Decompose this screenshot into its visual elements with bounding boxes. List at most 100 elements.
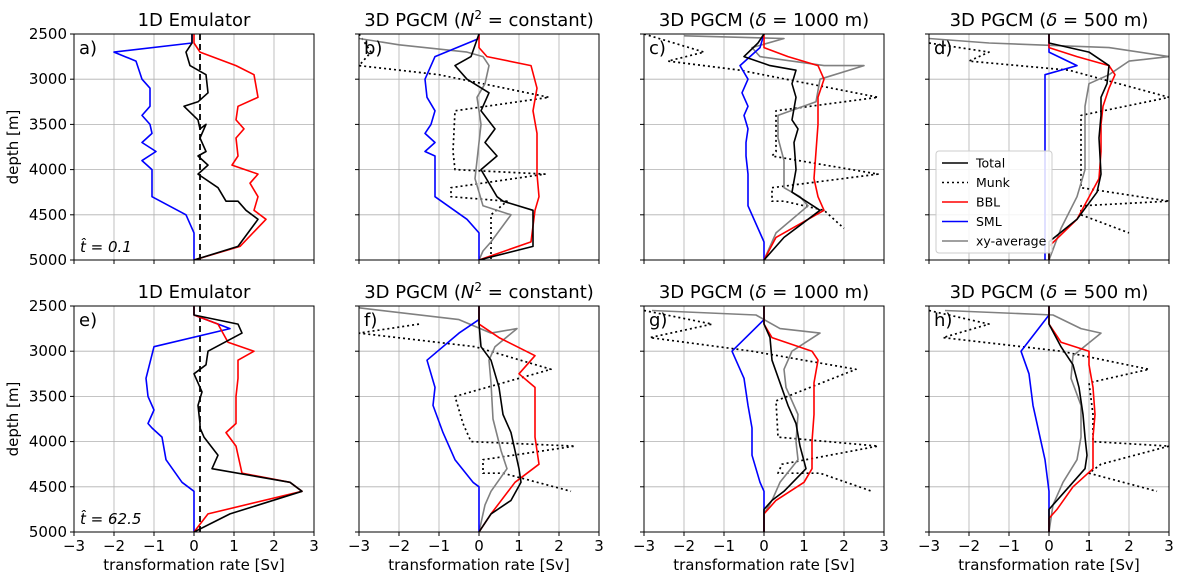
y-tick-label: 4000 — [29, 161, 67, 179]
legend-label-xy: xy-average — [976, 234, 1047, 249]
panel-g: −3 −2 −1 0 1 2 3 3D PGCM (δ = 1000 m) g) transfor… — [633, 282, 889, 574]
y-axis-label: depth [m] — [4, 382, 22, 457]
x-tick-label: 3 — [594, 537, 604, 555]
panel-a: 2500 3000 3500 4000 4500 5000 1D Emulator a) t̂ … — [4, 10, 315, 269]
panel-letter: a) — [79, 38, 97, 59]
x-tick-label: −2 — [388, 537, 410, 555]
x-tick-label: −3 — [348, 537, 370, 555]
series-bbl — [763, 34, 825, 260]
y-tick-label: 5000 — [29, 251, 67, 269]
x-tick-label: 1 — [1084, 537, 1094, 555]
panel-title: 3D PGCM (δ = 1000 m) — [659, 10, 869, 31]
series-sml — [739, 34, 765, 260]
y-tick-label: 3500 — [29, 387, 67, 405]
x-tick-label: −3 — [918, 537, 940, 555]
legend-label-bbl: BBL — [976, 195, 1000, 210]
panel-title: 1D Emulator — [138, 10, 251, 31]
series-total — [1048, 306, 1088, 532]
x-tick-label: 0 — [474, 537, 484, 555]
panel-letter: b) — [364, 38, 382, 59]
x-tick-label: 1 — [514, 537, 524, 555]
panel-letter: c) — [649, 38, 666, 59]
panel-letter: e) — [79, 310, 97, 331]
time-label: t̂ = 0.1 — [80, 237, 132, 256]
series-bbl — [478, 34, 540, 260]
legend-label-sml: SML — [976, 214, 1002, 229]
series-group — [929, 306, 1169, 532]
series-total — [193, 306, 303, 532]
x-tick-label: 3 — [1164, 537, 1174, 555]
x-tick-label: −1 — [713, 537, 735, 555]
panel-letter: g) — [649, 310, 667, 331]
x-tick-label: 0 — [1044, 537, 1054, 555]
series-bbl — [1048, 306, 1096, 532]
series-munk — [359, 323, 576, 493]
series-sml — [424, 34, 480, 260]
x-axis-label: transformation rate [Sv] — [103, 556, 285, 574]
series-munk — [359, 34, 550, 260]
series-xy — [944, 309, 1102, 532]
panel-title: 1D Emulator — [138, 282, 251, 303]
series-group — [113, 34, 267, 260]
series-munk — [644, 34, 879, 230]
series-bbl — [193, 34, 267, 260]
x-tick-label: −1 — [143, 537, 165, 555]
series-bbl — [478, 306, 540, 532]
x-tick-label: 2 — [554, 537, 564, 555]
series-munk — [929, 42, 1169, 234]
series-xy — [683, 35, 865, 260]
series-munk — [644, 309, 879, 493]
y-tick-label: 2500 — [29, 25, 67, 43]
x-tick-label: 2 — [1124, 537, 1134, 555]
x-tick-label: 1 — [229, 537, 239, 555]
x-tick-label: −3 — [63, 537, 85, 555]
panel-e: −3 −2 −1 0 1 2 3 2500 3000 3500 4000 4500 5000 1D Emu… — [4, 282, 319, 574]
panel-title: 3D PGCM (δ = 1000 m) — [659, 282, 869, 303]
y-tick-label: 3000 — [29, 70, 67, 88]
y-tick-label: 4000 — [29, 433, 67, 451]
panel-h: −3 −2 −1 0 1 2 3 3D PGCM (δ = 500 m) h) transform… — [918, 282, 1174, 574]
panel-b: 3D PGCM (N2 = constant) b) — [355, 8, 600, 264]
legend: Total Munk BBL SML xy-average — [935, 150, 1053, 254]
x-axis-label: transformation rate [Sv] — [673, 556, 855, 574]
legend-box — [935, 150, 1053, 254]
series-sml — [113, 34, 195, 260]
series-sml — [731, 306, 765, 532]
y-tick-label: 5000 — [29, 523, 67, 541]
y-tick-label: 4500 — [29, 478, 67, 496]
series-sml — [145, 306, 231, 532]
series-total — [743, 34, 821, 260]
series-sml — [1020, 306, 1050, 532]
gridlines — [643, 33, 885, 261]
series-total — [183, 34, 259, 260]
series-group — [644, 306, 879, 532]
series-bbl — [763, 306, 819, 532]
y-tick-label: 3500 — [29, 115, 67, 133]
x-tick-label: −2 — [673, 537, 695, 555]
panel-d: 3D PGCM (δ = 500 m) d) — [925, 10, 1170, 264]
series-total — [478, 306, 522, 532]
series-group — [929, 34, 1169, 260]
x-tick-label: −1 — [428, 537, 450, 555]
x-axis-label: transformation rate [Sv] — [388, 556, 570, 574]
panel-title: 3D PGCM (δ = 500 m) — [950, 10, 1149, 31]
series-munk — [929, 309, 1169, 493]
x-tick-label: −2 — [958, 537, 980, 555]
panel-title: 3D PGCM (δ = 500 m) — [950, 282, 1149, 303]
series-group — [359, 306, 576, 532]
panel-letter: h) — [934, 310, 952, 331]
x-tick-label: −2 — [103, 537, 125, 555]
x-tick-label: −1 — [998, 537, 1020, 555]
panel-c: 3D PGCM (δ = 1000 m) c) — [640, 10, 885, 264]
series-sml — [426, 306, 480, 532]
series-total — [454, 34, 534, 260]
x-tick-label: 2 — [839, 537, 849, 555]
y-tick-label: 3000 — [29, 342, 67, 360]
x-tick-label: 0 — [759, 537, 769, 555]
panel-letter: d) — [934, 38, 952, 59]
x-tick-label: 3 — [879, 537, 889, 555]
series-group — [644, 34, 879, 260]
panel-f: −3 −2 −1 0 1 2 3 3D PGCM (N2 = constant) f) trans… — [348, 280, 604, 574]
series-group — [145, 306, 303, 532]
